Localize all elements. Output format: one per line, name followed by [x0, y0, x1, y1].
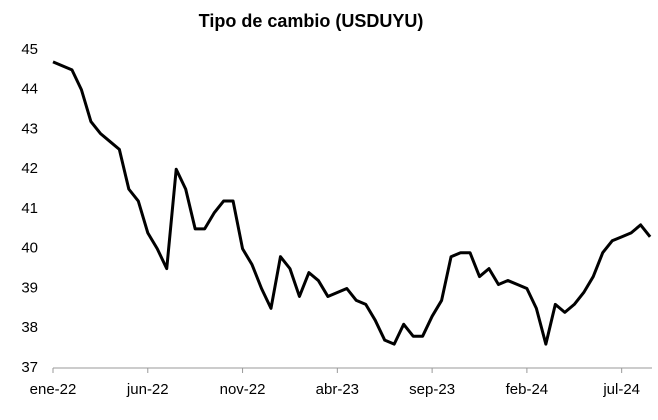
y-tick-label: 42	[21, 160, 38, 177]
y-tick-label: 37	[21, 359, 38, 376]
y-tick-label: 39	[21, 279, 38, 296]
x-tick-label: jul-24	[602, 381, 640, 398]
y-tick-label: 40	[21, 240, 38, 257]
y-tick-label: 43	[21, 120, 38, 137]
x-tick-label: abr-23	[316, 381, 359, 398]
y-tick-label: 45	[21, 41, 38, 58]
y-tick-label: 41	[21, 200, 38, 217]
x-tick-label: sep-23	[409, 381, 455, 398]
y-tick-label: 38	[21, 319, 38, 336]
chart-title: Tipo de cambio (USDUYU)	[199, 11, 424, 31]
line-series	[52, 60, 652, 346]
x-tick-label: ene-22	[30, 381, 77, 398]
x-tick-label: nov-22	[220, 381, 266, 398]
x-tick-label: feb-24	[506, 381, 549, 398]
x-tick-label: jun-22	[126, 381, 169, 398]
y-tick-label: 44	[21, 81, 38, 98]
